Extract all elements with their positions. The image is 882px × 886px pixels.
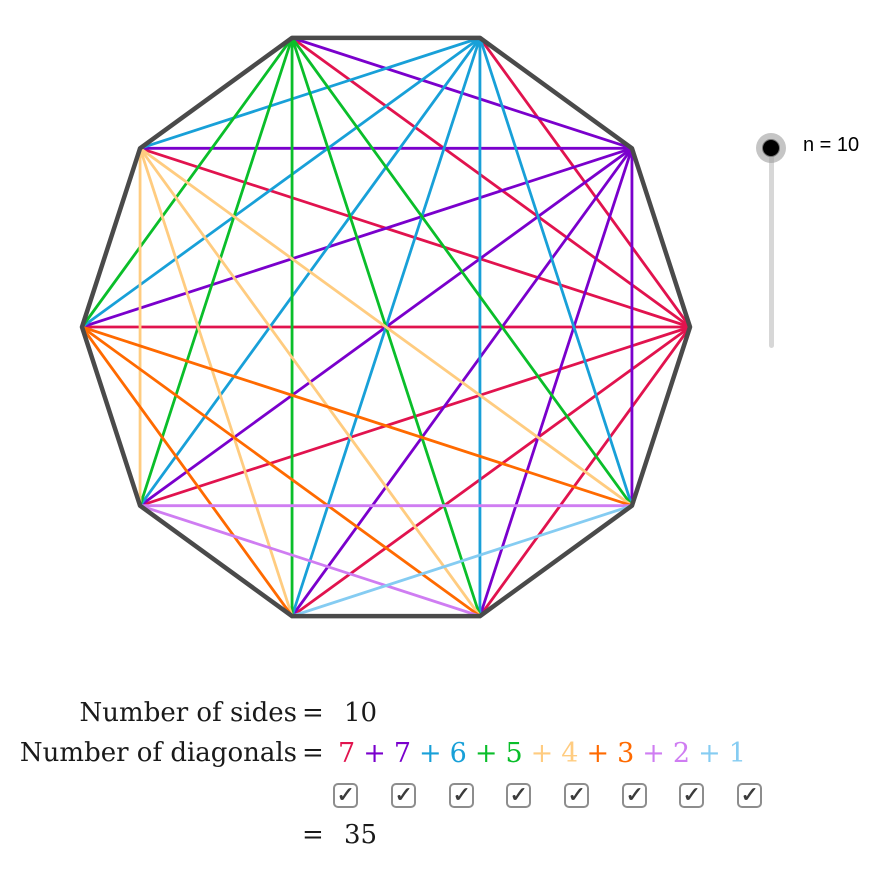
decagon-outline <box>79 35 693 619</box>
diagonal-group-checkbox[interactable]: ✓ <box>737 783 762 808</box>
slider-track[interactable] <box>769 147 774 348</box>
total-value: 35 <box>344 820 378 850</box>
plus-sign: + <box>642 738 665 769</box>
diagonal-count-term: 2 <box>672 738 691 769</box>
violet-diagonals <box>138 504 482 618</box>
sides-label: Number of sides <box>79 698 297 728</box>
checkmark-icon: ✓ <box>394 782 413 808</box>
diagonal-group-checkbox[interactable]: ✓ <box>622 783 647 808</box>
slider-handle[interactable] <box>762 139 780 157</box>
diagonal-group-checkbox[interactable]: ✓ <box>391 783 416 808</box>
plus-sign: + <box>586 738 610 769</box>
decagon-with-diagonals <box>79 35 693 619</box>
purple-diagonals <box>478 146 634 618</box>
checkmark-icon: ✓ <box>452 782 471 808</box>
green-diagonals <box>290 36 634 508</box>
diagonal-group-checkbox[interactable]: ✓ <box>333 783 358 808</box>
sides-value: 10 <box>344 698 378 728</box>
diagonal-count-term: 6 <box>449 738 467 769</box>
gold-diagonals <box>138 146 482 618</box>
checkmark-icon: ✓ <box>336 782 355 808</box>
plus-sign: + <box>474 738 498 769</box>
orange-diagonals <box>80 325 482 618</box>
diagonal-count-term: 7 <box>338 738 356 769</box>
plus-sign: + <box>530 738 554 769</box>
checkmark-icon: ✓ <box>509 782 528 808</box>
sides-equals: = <box>302 698 324 728</box>
diagonal-count-term: 7 <box>393 738 411 769</box>
slider-label: n = 10 <box>803 134 860 156</box>
blue-diagonals <box>478 36 634 508</box>
sky-diagonals <box>290 504 634 618</box>
diagonal-group-checkbox[interactable]: ✓ <box>449 783 474 808</box>
diagonal-count-term: 3 <box>617 738 635 769</box>
diagonals-label: Number of diagonals <box>19 738 297 768</box>
diagonal-count-term: 5 <box>505 738 523 769</box>
plus-sign: + <box>363 738 386 769</box>
gold-diagonals <box>138 146 634 508</box>
checkmark-icon: ✓ <box>625 782 644 808</box>
orange-diagonals <box>80 325 294 618</box>
checkmark-icon: ✓ <box>567 782 586 808</box>
gold-diagonals <box>138 146 294 618</box>
crimson-diagonals <box>290 36 692 329</box>
diagonal-count-term: 1 <box>728 738 746 769</box>
checkmark-icon: ✓ <box>682 782 701 808</box>
diagonal-group-checkbox[interactable]: ✓ <box>564 783 589 808</box>
diagonal-group-checkbox[interactable]: ✓ <box>506 783 531 808</box>
diagonal-count-term: 4 <box>561 738 579 769</box>
checkmark-icon: ✓ <box>740 782 759 808</box>
blue-diagonals <box>80 36 482 329</box>
checkbox-row: ✓ ✓ ✓ ✓ ✓ ✓ ✓ ✓ <box>0 783 882 809</box>
green-diagonals <box>138 36 294 508</box>
orange-diagonals <box>80 325 634 508</box>
diagonal-group-checkbox[interactable]: ✓ <box>679 783 704 808</box>
plus-sign: + <box>698 738 721 769</box>
diagonal-sum-terms: 7 +7 +6 +5 +4 +3 +2 +1 <box>334 738 750 769</box>
plus-sign: + <box>419 738 442 769</box>
crimson-diagonals <box>290 325 692 618</box>
diagonals-equals: = <box>302 738 324 768</box>
total-equals: = <box>302 820 324 850</box>
